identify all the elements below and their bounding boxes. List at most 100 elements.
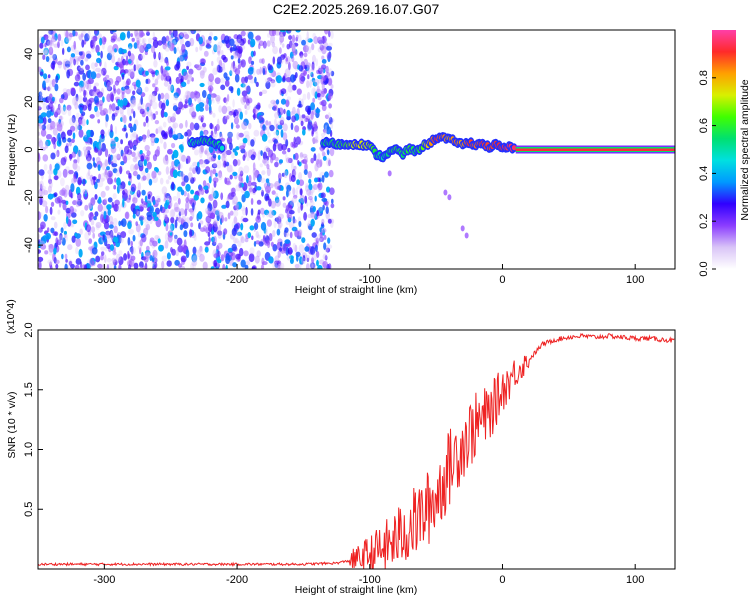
noise-cell bbox=[77, 177, 82, 186]
noise-cell bbox=[121, 86, 126, 91]
noise-cell bbox=[130, 246, 137, 255]
noise-cell bbox=[312, 54, 316, 64]
noise-cell bbox=[186, 91, 192, 96]
noise-cell bbox=[49, 41, 55, 46]
noise-cell bbox=[246, 175, 249, 184]
noise-cell bbox=[304, 246, 310, 252]
noise-cell bbox=[208, 193, 214, 202]
noise-cell bbox=[104, 159, 108, 166]
noise-cell bbox=[203, 129, 209, 136]
noise-cell bbox=[130, 33, 133, 38]
noise-cell bbox=[211, 60, 214, 67]
x-tick-label: 100 bbox=[626, 274, 644, 286]
noise-cell bbox=[106, 93, 112, 103]
noise-cell bbox=[48, 243, 55, 253]
noise-cell bbox=[98, 142, 103, 150]
noise-cell bbox=[319, 159, 323, 168]
noise-cell bbox=[195, 46, 199, 53]
noise-cell bbox=[57, 61, 63, 66]
noise-cell bbox=[321, 197, 328, 202]
noise-cell bbox=[311, 253, 317, 261]
noise-cell bbox=[171, 208, 176, 218]
noise-cell bbox=[188, 197, 195, 203]
noise-cell bbox=[311, 130, 314, 137]
noise-cell bbox=[217, 50, 221, 56]
noise-cell bbox=[136, 211, 141, 216]
noise-cell bbox=[79, 228, 83, 235]
noise-cell bbox=[270, 37, 274, 46]
noise-cell bbox=[316, 234, 323, 242]
noise-cell bbox=[235, 52, 240, 59]
noise-cell bbox=[306, 46, 312, 54]
noise-cell bbox=[56, 123, 63, 132]
noise-cell bbox=[226, 115, 230, 120]
noise-cell bbox=[132, 144, 137, 151]
noise-cell bbox=[170, 84, 175, 94]
noise-cell bbox=[174, 234, 178, 240]
noise-cell bbox=[217, 66, 223, 73]
noise-cell bbox=[230, 87, 234, 94]
noise-cell bbox=[253, 170, 257, 179]
noise-cell bbox=[286, 116, 291, 121]
noise-cell bbox=[329, 187, 335, 195]
noise-cell bbox=[95, 255, 101, 263]
noise-cell bbox=[181, 141, 185, 147]
noise-cell bbox=[217, 118, 220, 127]
noise-cell bbox=[51, 78, 56, 88]
noise-cell bbox=[116, 153, 121, 161]
noise-cell bbox=[84, 148, 89, 158]
noise-cell bbox=[226, 106, 232, 112]
noise-cell bbox=[286, 96, 291, 101]
noise-cell bbox=[165, 35, 170, 42]
noise-cell bbox=[44, 140, 49, 149]
noise-cell bbox=[255, 231, 259, 238]
noise-cell bbox=[132, 197, 138, 204]
noise-cell bbox=[144, 222, 150, 228]
noise-cell bbox=[239, 233, 243, 242]
noise-cell bbox=[113, 225, 118, 234]
noise-cell bbox=[318, 67, 323, 75]
noise-cell bbox=[199, 70, 205, 79]
noise-cell bbox=[330, 70, 335, 77]
noise-cell bbox=[178, 211, 182, 217]
noise-cell bbox=[310, 246, 316, 256]
noise-cell bbox=[65, 233, 68, 242]
noise-cell bbox=[104, 148, 109, 158]
y-tick-label: -20 bbox=[23, 189, 35, 205]
noise-cell bbox=[60, 227, 64, 234]
noise-cell bbox=[284, 68, 291, 77]
noise-cell bbox=[263, 182, 270, 190]
noise-cell bbox=[212, 206, 216, 215]
noise-cell bbox=[326, 52, 332, 60]
noise-cell bbox=[302, 45, 309, 53]
noise-cell bbox=[189, 122, 195, 131]
noise-cell bbox=[94, 211, 99, 217]
noise-cell bbox=[256, 102, 261, 111]
noise-cell bbox=[107, 208, 112, 216]
noise-cell bbox=[106, 166, 110, 171]
noise-cell bbox=[38, 119, 44, 124]
noise-cell bbox=[137, 103, 141, 111]
noise-cell bbox=[331, 198, 334, 204]
noise-cell bbox=[199, 107, 204, 112]
noise-cell bbox=[101, 108, 106, 114]
noise-cell bbox=[180, 217, 184, 225]
noise-cell bbox=[226, 164, 233, 173]
noise-cell bbox=[136, 58, 139, 66]
noise-cell bbox=[48, 102, 54, 110]
noise-cell bbox=[231, 243, 237, 251]
noise-cell bbox=[93, 176, 96, 186]
noise-cell bbox=[318, 206, 324, 214]
noise-cell bbox=[132, 132, 138, 138]
noise-cell bbox=[184, 33, 190, 40]
noise-cell bbox=[216, 258, 222, 264]
noise-cell bbox=[64, 145, 69, 154]
x-tick-label: 0 bbox=[499, 574, 505, 586]
noise-cell bbox=[118, 61, 124, 69]
noise-cell bbox=[253, 50, 256, 57]
noise-cell bbox=[237, 57, 241, 64]
noise-cell bbox=[213, 253, 219, 259]
noise-cell bbox=[66, 69, 71, 79]
noise-cell bbox=[235, 146, 240, 151]
